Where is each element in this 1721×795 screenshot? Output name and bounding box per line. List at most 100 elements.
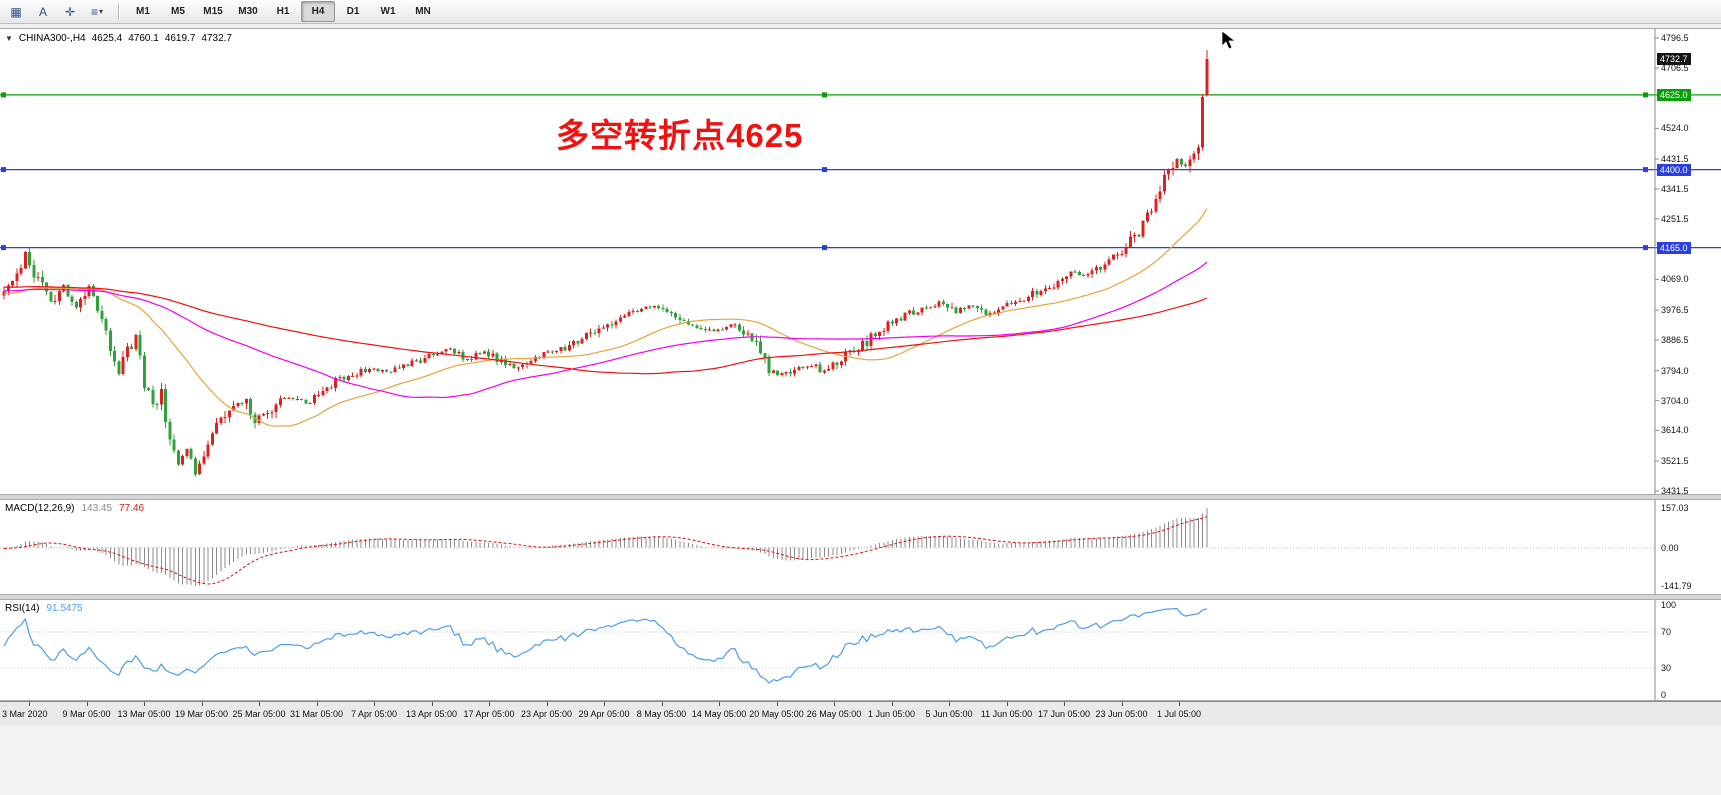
footer-space: [0, 725, 1721, 795]
time-axis-label: 9 Mar 05:00: [62, 709, 111, 719]
collapse-arrow-icon[interactable]: ▼: [5, 34, 13, 43]
time-axis-tick: [201, 702, 203, 706]
panel-divider[interactable]: [0, 595, 1721, 599]
price-chart-canvas[interactable]: [0, 29, 1721, 494]
ma-fast-line: [3, 208, 1208, 427]
time-axis-label: 13 Apr 05:00: [405, 709, 458, 719]
timeframe-button-m30[interactable]: M30: [238, 6, 258, 17]
time-axis-tick: [1006, 702, 1008, 706]
time-axis-label: 1 Jun 05:00: [867, 709, 916, 719]
time-axis-label: 7 Apr 05:00: [350, 709, 398, 719]
timeframe-button-m5[interactable]: M5: [171, 6, 185, 17]
macd-header: MACD(12,26,9) 143.45 77.46: [5, 503, 144, 514]
chart-window-icon[interactable]: ▦: [10, 4, 22, 19]
macd-canvas[interactable]: [0, 500, 1721, 594]
macd-axis-label: -141.79: [1661, 581, 1692, 591]
time-axis-label: 26 May 05:00: [806, 709, 862, 719]
price-axis-label: 4706.5: [1661, 62, 1689, 73]
high-value: 4760.1: [128, 33, 159, 44]
price-axis-label: 3704.0: [1661, 395, 1689, 406]
horizontal-line-4165.0[interactable]: [0, 245, 1721, 251]
price-axis-label: 3794.0: [1661, 365, 1689, 376]
time-axis-label: 29 Apr 05:00: [578, 709, 630, 719]
rsi-label: RSI(14): [5, 603, 40, 614]
time-axis-tick: [144, 702, 145, 706]
line-tools-icon[interactable]: ≡ ▾: [90, 4, 104, 19]
timeframe-button-m15[interactable]: M15: [203, 6, 223, 17]
price-axis-label: 3614.0: [1661, 425, 1689, 436]
time-axis-tick: [86, 702, 88, 706]
symbol-label: CHINA300-,H4: [18, 33, 86, 44]
price-axis-label: 4431.5: [1661, 154, 1689, 165]
rsi-panel[interactable]: RSI(14) 91.5475 100 70 30 0: [0, 599, 1721, 701]
time-axis-tick: [489, 702, 490, 706]
low-value: 4619.7: [164, 33, 196, 44]
macd-panel[interactable]: MACD(12,26,9) 143.45 77.46 157.03 0.00 -14…: [0, 499, 1721, 595]
price-axis-label: 4341.5: [1661, 184, 1689, 194]
timeframe-button-h1[interactable]: H1: [276, 6, 290, 17]
dropdown-caret-icon: ▾: [99, 7, 104, 16]
time-axis-tick: [1064, 702, 1065, 706]
close-value: 4732.7: [201, 33, 232, 44]
price-axis-label: 3521.5: [1661, 456, 1689, 467]
macd-axis-label: 0.00: [1661, 542, 1679, 553]
time-axis-label: 17 Jun 05:00: [1037, 709, 1091, 719]
timeframe-button-m1[interactable]: M1: [136, 6, 150, 17]
timeframe-button-d1[interactable]: D1: [346, 6, 360, 17]
time-axis-label: 17 Apr 05:00: [463, 709, 515, 719]
panel-divider[interactable]: [0, 495, 1721, 499]
time-axis-label: 14 May 05:00: [691, 709, 747, 719]
price-axis-label: 4251.5: [1661, 213, 1689, 224]
mouse-cursor-icon: [1221, 30, 1237, 50]
time-axis-tick: [1179, 702, 1180, 706]
timeframe-button-mn[interactable]: MN: [415, 6, 431, 17]
time-axis-tick: [776, 702, 778, 706]
rsi-line: [3, 607, 1207, 684]
time-axis-tick: [546, 702, 548, 706]
price-axis-label: 4796.5: [1661, 33, 1689, 43]
open-value: 4625.4: [91, 33, 123, 44]
time-axis-label: 1 Jul 05:00: [1156, 709, 1202, 719]
time-axis-label: 13 Mar 05:00: [117, 709, 171, 719]
time-axis-tick: [259, 702, 260, 706]
macd-label: MACD(12,26,9): [5, 503, 75, 514]
macd-main-value: 143.45: [81, 503, 113, 514]
rsi-axis-label: 100: [1661, 600, 1677, 610]
macd-signal-line: [3, 516, 1207, 585]
time-axis-label: 5 Jun 05:00: [925, 709, 973, 719]
time-axis-label: 23 Jun 05:00: [1095, 709, 1148, 719]
time-axis-tick: [719, 702, 720, 706]
rsi-value: 91.5475: [46, 603, 83, 614]
time-axis-label: 25 Mar 05:00: [232, 709, 286, 719]
time-axis: 3 Mar 2020 9 Mar 05:00 13 Mar 05:00 19 Mar …: [0, 701, 1721, 725]
time-axis-label: 19 Mar 05:00: [174, 709, 229, 719]
time-axis-tick: [431, 702, 433, 706]
toolbar: ▦ A ✛ ≡ ▾ M1 M5 M15 M30 H1 H4 D1 W1 MN: [0, 0, 1721, 24]
price-line-badge: 4625.0: [1657, 88, 1691, 101]
timeframe-button-h4[interactable]: H4: [301, 1, 335, 22]
cursor-tool-icon[interactable]: A: [38, 4, 47, 19]
time-axis-label: 23 Apr 05:00: [520, 709, 573, 719]
price-line-badge: 4400.0: [1657, 163, 1691, 176]
macd-histogram: [3, 508, 1208, 586]
current-price-badge: 4732.7: [1657, 53, 1691, 66]
main-chart-panel[interactable]: ▼ CHINA300-,H4 4625.4 4760.1 4619.7 4732…: [0, 28, 1721, 496]
toolbar-separator: [118, 3, 119, 20]
crosshair-tool-icon[interactable]: ✛: [64, 4, 76, 19]
rsi-canvas[interactable]: [0, 600, 1721, 700]
horizontal-line-4400.0[interactable]: [0, 167, 1721, 173]
horizontal-line-4625.0[interactable]: [0, 92, 1721, 98]
time-axis-tick: [1121, 702, 1123, 706]
time-axis-label: 20 May 05:00: [749, 709, 804, 719]
symbol-header: ▼ CHINA300-,H4 4625.4 4760.1 4619.7 4732…: [5, 33, 232, 44]
price-axis: [1654, 29, 1659, 494]
time-axis-tick: [834, 702, 835, 706]
rsi-axis-label: 30: [1661, 663, 1672, 673]
price-axis-label: 3886.5: [1661, 335, 1689, 345]
timeframe-button-w1[interactable]: W1: [380, 6, 396, 17]
price-axis-label: 4069.0: [1661, 274, 1689, 285]
macd-axis-label: 157.03: [1661, 503, 1689, 513]
time-axis-tick: [661, 702, 663, 706]
price-axis-label: 3976.5: [1661, 305, 1689, 316]
time-axis-label: 31 Mar 05:00: [289, 709, 344, 719]
